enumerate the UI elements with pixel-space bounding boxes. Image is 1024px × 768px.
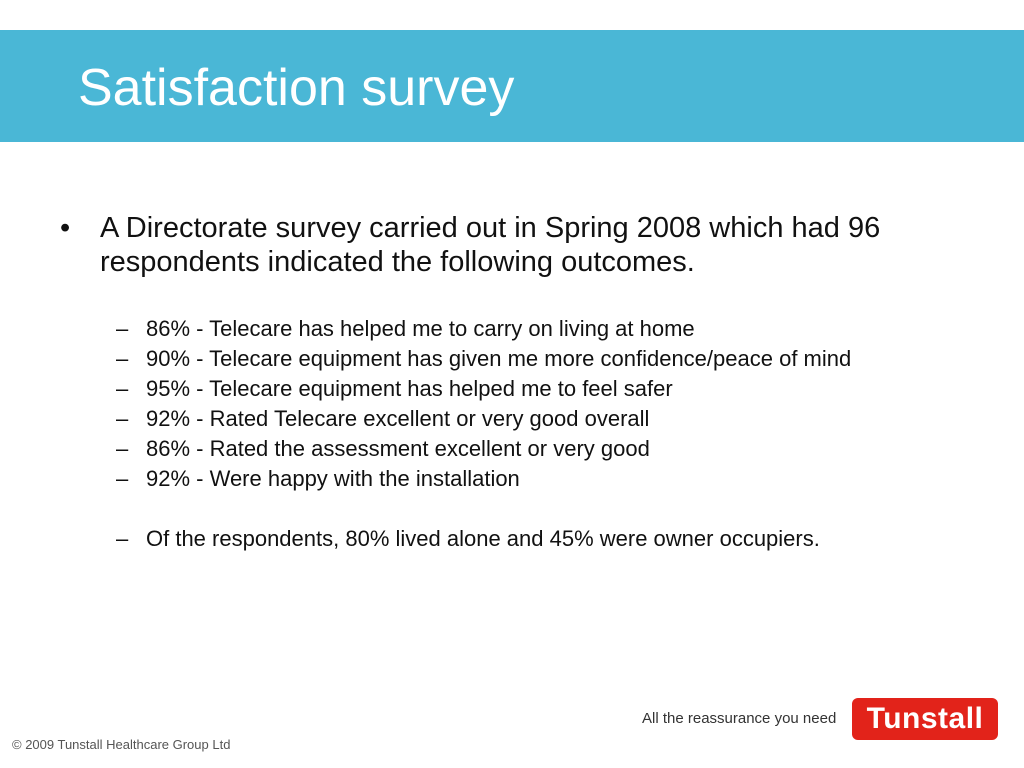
closing-item-text: Of the respondents, 80% lived alone and … [146,526,820,551]
list-item-text: 86% - Rated the assessment excellent or … [146,436,650,461]
dash-marker: – [116,376,129,401]
list-item: – 92% - Rated Telecare excellent or very… [116,406,936,432]
list-item: – 92% - Were happy with the installation [116,466,936,492]
dash-marker: – [116,346,129,371]
list-item: – 86% - Rated the assessment excellent o… [116,436,936,462]
list-item-text: 86% - Telecare has helped me to carry on… [146,316,695,341]
dash-marker: – [116,466,129,491]
sub-bullet-list: – 86% - Telecare has helped me to carry … [116,316,936,556]
slide-title: Satisfaction survey [78,59,515,117]
copyright-footer: © 2009 Tunstall Healthcare Group Ltd [12,737,231,752]
tunstall-logo: Tunstall [852,698,998,740]
spacer [116,496,936,526]
dash-marker: – [116,436,129,461]
bullet-marker: • [60,212,71,244]
list-item-text: 92% - Rated Telecare excellent or very g… [146,406,650,431]
list-item: – 86% - Telecare has helped me to carry … [116,316,936,342]
dash-marker: – [116,316,129,341]
list-item: – 95% - Telecare equipment has helped me… [116,376,936,402]
list-item-text: 90% - Telecare equipment has given me mo… [146,346,852,371]
list-item-text: 92% - Were happy with the installation [146,466,520,491]
brand-tagline: All the reassurance you need [642,710,837,727]
list-item: – 90% - Telecare equipment has given me … [116,346,936,372]
title-band [0,30,1024,142]
dash-marker: – [116,406,129,431]
dash-marker: – [116,526,129,551]
list-item-text: 95% - Telecare equipment has helped me t… [146,376,673,401]
closing-list-item: – Of the respondents, 80% lived alone an… [116,526,936,552]
brand-block: All the reassurance you need Tunstall [640,694,1000,742]
main-bullet-text: A Directorate survey carried out in Spri… [100,212,881,278]
main-bullet: • A Directorate survey carried out in Sp… [60,211,940,279]
